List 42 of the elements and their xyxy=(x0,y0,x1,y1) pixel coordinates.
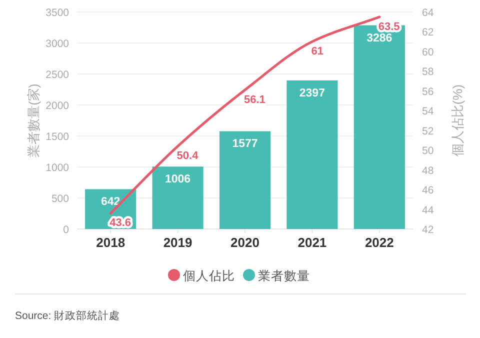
y-tick-label: 1500 xyxy=(46,131,70,143)
bar xyxy=(219,131,271,229)
y-tick-label: 1000 xyxy=(46,162,70,174)
data-label: 61 xyxy=(311,46,324,58)
data-label: 3286 xyxy=(366,32,392,44)
data-label: 56.1 xyxy=(244,94,266,106)
y-tick-label: 2500 xyxy=(46,69,70,81)
y-tick-label: 500 xyxy=(51,193,70,205)
y2-tick-label: 48 xyxy=(422,164,434,177)
x-tick-label: 2020 xyxy=(230,235,260,250)
data-label: 43.6 xyxy=(110,217,132,230)
y-tick-label: 3500 xyxy=(46,7,70,19)
source-note: Source: 財政部統計處 xyxy=(15,309,120,322)
y2-tick-label: 64 xyxy=(422,7,434,19)
bar xyxy=(286,80,338,229)
data-label: 1006 xyxy=(165,174,191,186)
y2-tick-label: 62 xyxy=(422,26,434,39)
x-tick-label: 2018 xyxy=(96,235,126,250)
y2-tick-label: 56 xyxy=(422,86,434,98)
y2-tick-label: 60 xyxy=(422,46,434,58)
x-tick-label: 2022 xyxy=(364,235,394,250)
y2-tick-label: 58 xyxy=(422,66,434,78)
legend-label: 業者數量 xyxy=(258,269,310,283)
y2-axis-title: 個人佔比(%) xyxy=(450,84,465,157)
y-tick-label: 3000 xyxy=(46,38,70,50)
y-tick-label: 0 xyxy=(63,224,70,236)
data-label: 2397 xyxy=(299,87,325,100)
legend-label: 個人佔比 xyxy=(183,269,235,283)
y2-tick-label: 50 xyxy=(422,145,434,158)
y2-tick-label: 42 xyxy=(422,224,434,236)
x-tick-label: 2019 xyxy=(163,235,192,250)
y-tick-label: 2000 xyxy=(46,100,70,112)
y2-tick-label: 46 xyxy=(422,184,434,197)
y2-tick-label: 44 xyxy=(422,204,434,216)
bar xyxy=(152,166,204,229)
data-label: 642 xyxy=(101,196,120,208)
data-label: 50.4 xyxy=(176,150,200,162)
x-tick-label: 2021 xyxy=(298,235,327,250)
y2-tick-label: 52 xyxy=(422,125,434,138)
y2-tick-label: 54 xyxy=(422,106,434,118)
data-label: 1577 xyxy=(232,138,258,150)
y-axis-title: 業者數量(家) xyxy=(26,84,41,158)
